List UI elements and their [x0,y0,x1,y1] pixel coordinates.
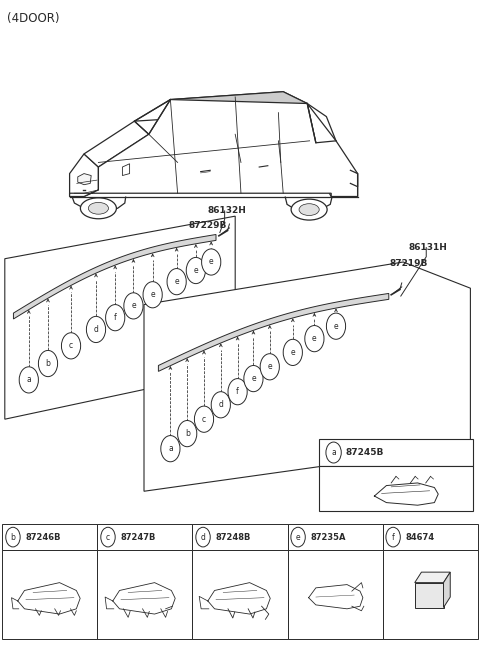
FancyBboxPatch shape [192,550,288,639]
Polygon shape [166,92,307,119]
Text: d: d [218,400,223,409]
FancyBboxPatch shape [383,550,478,639]
Polygon shape [5,216,235,419]
Text: f: f [236,387,239,396]
Circle shape [101,527,115,547]
Circle shape [186,257,205,284]
Text: d: d [94,325,98,334]
Text: 87246B: 87246B [25,533,61,542]
Text: 86131H: 86131H [409,243,448,252]
Text: c: c [106,533,110,542]
Circle shape [106,305,125,331]
Text: a: a [26,375,31,384]
Polygon shape [307,103,358,196]
Text: b: b [46,359,50,368]
Circle shape [124,293,143,319]
Circle shape [211,392,230,418]
Circle shape [167,269,186,295]
Circle shape [202,249,221,275]
Text: (4DOOR): (4DOOR) [7,12,60,25]
Polygon shape [84,121,149,167]
FancyBboxPatch shape [288,550,383,639]
Polygon shape [144,262,470,491]
Text: e: e [174,277,179,286]
Polygon shape [415,583,444,608]
Ellipse shape [291,199,327,220]
FancyBboxPatch shape [97,550,192,639]
Text: b: b [185,429,190,438]
Text: 87229B: 87229B [188,221,227,231]
Polygon shape [78,174,91,185]
Text: f: f [392,533,395,542]
Ellipse shape [299,204,319,215]
Text: f: f [114,313,117,322]
Text: 87245B: 87245B [346,448,384,457]
Ellipse shape [80,198,116,219]
Text: 87219B: 87219B [390,259,428,269]
Circle shape [38,350,58,377]
Text: e: e [334,322,338,331]
Circle shape [260,354,279,380]
Polygon shape [158,293,389,371]
FancyBboxPatch shape [288,524,383,550]
Circle shape [178,421,197,447]
Text: 87248B: 87248B [216,533,251,542]
Text: e: e [193,266,198,275]
Text: e: e [267,362,272,371]
Text: 84674: 84674 [406,533,435,542]
Circle shape [86,316,106,343]
Text: c: c [69,341,73,350]
Text: c: c [202,415,206,424]
Circle shape [19,367,38,393]
Circle shape [326,442,341,463]
Text: e: e [131,301,136,310]
Circle shape [228,379,247,405]
FancyBboxPatch shape [97,524,192,550]
Circle shape [305,326,324,352]
Circle shape [161,436,180,462]
FancyBboxPatch shape [383,524,478,550]
Circle shape [6,527,20,547]
Circle shape [244,365,263,392]
Polygon shape [134,92,307,121]
Polygon shape [70,100,358,196]
Text: e: e [251,374,256,383]
FancyBboxPatch shape [2,524,97,550]
Polygon shape [444,572,450,608]
Text: 86132H: 86132H [207,206,246,215]
Text: b: b [11,533,15,542]
Text: e: e [312,334,317,343]
FancyBboxPatch shape [2,550,97,639]
Polygon shape [13,234,216,319]
Circle shape [196,527,210,547]
Text: a: a [331,448,336,457]
FancyBboxPatch shape [319,439,473,466]
Polygon shape [415,572,450,583]
Text: d: d [201,533,205,542]
Circle shape [194,406,214,432]
FancyBboxPatch shape [192,524,288,550]
Circle shape [143,282,162,308]
Circle shape [283,339,302,365]
Text: 87235A: 87235A [311,533,346,542]
Circle shape [61,333,81,359]
Circle shape [326,313,346,339]
Text: e: e [296,533,300,542]
FancyBboxPatch shape [319,466,473,511]
Text: e: e [290,348,295,357]
Text: e: e [209,257,214,267]
Circle shape [291,527,305,547]
Text: a: a [168,444,173,453]
Text: 87247B: 87247B [120,533,156,542]
Ellipse shape [88,202,108,214]
Circle shape [386,527,400,547]
Text: e: e [150,290,155,299]
